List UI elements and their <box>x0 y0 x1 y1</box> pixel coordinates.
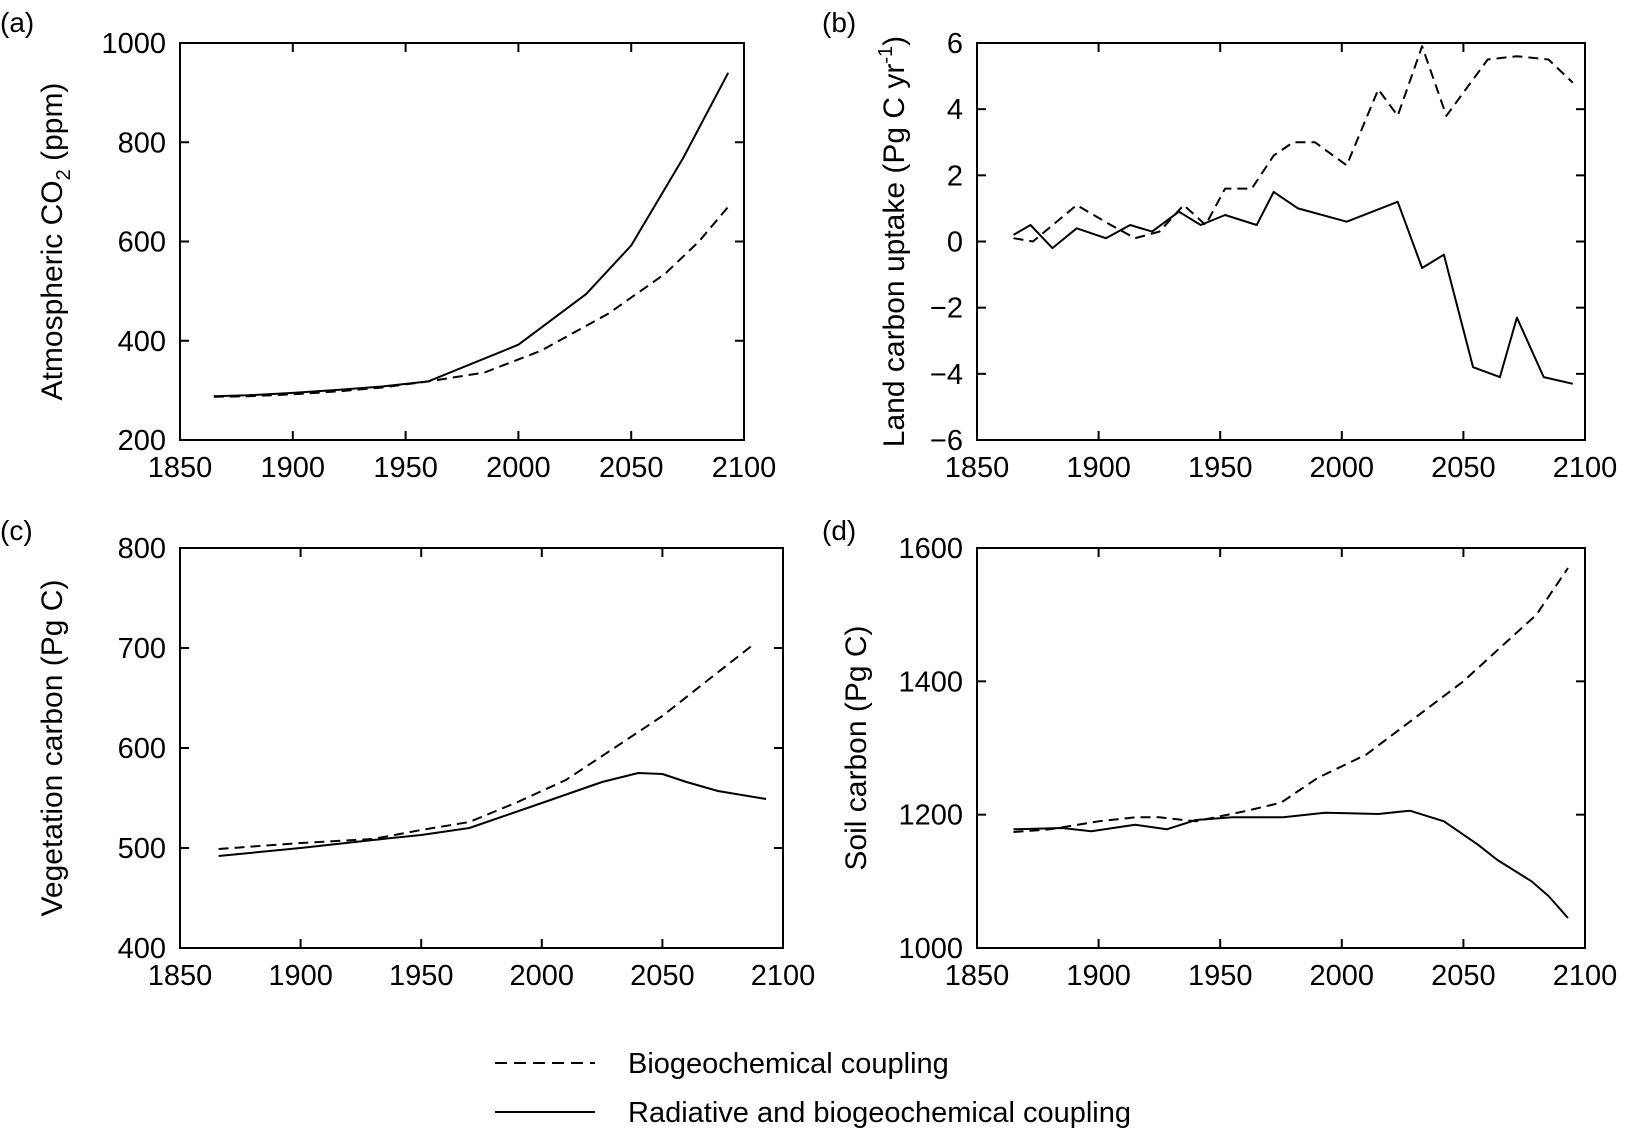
panel-c-x-tick-label: 2050 <box>630 960 695 992</box>
panel-a-plot-frame <box>179 42 745 441</box>
panel-c-series-solid <box>218 772 767 857</box>
panel-b-series-solid <box>1012 190 1574 385</box>
panel-b-series-dashed <box>1013 45 1574 243</box>
panel-d-y-tick-label: 1000 <box>898 933 963 965</box>
panel-b-y-tick-label: 4 <box>947 94 963 126</box>
panel-b-tag: (b) <box>822 7 856 38</box>
panel-d-tag: (d) <box>822 515 856 546</box>
panel-b-y-tick-label: 6 <box>947 28 963 60</box>
panel-c-x-tick-label: 2100 <box>751 960 816 992</box>
panel-d-series-solid <box>1013 809 1569 919</box>
legend: Biogeochemical coupling Radiative and bi… <box>495 1048 1131 1129</box>
panel-b-y-tick-label: −4 <box>930 359 963 391</box>
panel-d-y-tick-label: 1400 <box>898 666 963 698</box>
panel-a-x-tick-label: 1950 <box>373 452 438 484</box>
panel-b-y-tick-label: −2 <box>930 293 963 325</box>
panel-c: 1850 1900 1950 2000 2050 2100 400 500 600 700 800 (… <box>0 515 815 992</box>
panel-d-x-tick-label: 1900 <box>1066 960 1131 992</box>
panel-d-series-dashed <box>1013 567 1569 833</box>
panel-a-y-tick-label: 800 <box>118 127 166 159</box>
panel-a-x-tick-label: 2100 <box>712 452 777 484</box>
panel-b-x-tick-label: 2000 <box>1310 452 1375 484</box>
panel-a: 1850 1900 1950 2000 2050 2100 200 400 600 800 1000… <box>0 7 776 484</box>
panel-c-tag: (c) <box>0 515 33 546</box>
panel-a-y-axis-label: Atmospheric CO2 (ppm) <box>36 83 75 401</box>
panel-d-x-tick-label: 1850 <box>945 960 1010 992</box>
panel-a-series-solid <box>213 72 730 398</box>
panel-c-y-tick-label: 500 <box>118 833 166 865</box>
panel-c-x-tick-label: 2000 <box>510 960 575 992</box>
panel-a-tag: (a) <box>0 7 34 38</box>
panel-b-x-tick-label: 1850 <box>945 452 1010 484</box>
panel-b-y-tick-label: −6 <box>930 425 963 457</box>
panel-a-x-tick-label: 1900 <box>261 452 326 484</box>
panel-d: 1850 1900 1950 2000 2050 2100 1000 1200 1400 1600… <box>822 515 1617 992</box>
panel-b-x-tick-label: 1950 <box>1188 452 1253 484</box>
panel-c-x-tick-label: 1850 <box>148 960 213 992</box>
panel-d-y-axis-label: Soil carbon (Pg C) <box>840 625 873 870</box>
panel-a-x-tick-label: 1850 <box>148 452 213 484</box>
panel-b-y-tick-label: 0 <box>947 227 963 259</box>
panel-d-plot-frame <box>976 547 1586 949</box>
panel-a-x-tick-label: 2000 <box>486 452 551 484</box>
panel-b-y-axis-label: Land carbon uptake (Pg C yr-1) <box>875 36 911 447</box>
panel-c-plot-frame <box>179 547 784 949</box>
panel-a-x-tick-label: 2050 <box>599 452 664 484</box>
panel-c-y-tick-label: 700 <box>118 633 166 665</box>
panel-d-x-tick-label: 2050 <box>1431 960 1496 992</box>
panel-b: 1850 1900 1950 2000 2050 2100 −6 −4 −2 0 2 4 6 (b) Lan… <box>822 7 1617 484</box>
panel-b-x-tick-label: 2100 <box>1553 452 1618 484</box>
panel-b-x-tick-label: 2050 <box>1431 452 1496 484</box>
panel-d-x-tick-label: 1950 <box>1188 960 1253 992</box>
panel-d-x-tick-label: 2000 <box>1310 960 1375 992</box>
panel-c-x-tick-label: 1950 <box>389 960 454 992</box>
panel-a-y-tick-label: 600 <box>118 227 166 259</box>
legend-label-biogeochemical: Biogeochemical coupling <box>628 1048 949 1080</box>
panel-c-y-axis-label: Vegetation carbon (Pg C) <box>36 580 69 917</box>
panel-c-y-tick-label: 600 <box>118 733 166 765</box>
panel-a-series-dashed <box>213 206 729 398</box>
panel-c-y-tick-label: 800 <box>118 533 166 565</box>
panel-d-y-tick-label: 1200 <box>898 800 963 832</box>
panel-c-x-tick-label: 1900 <box>268 960 333 992</box>
legend-label-radiative: Radiative and biogeochemical coupling <box>628 1097 1131 1129</box>
panel-a-y-tick-label: 1000 <box>101 28 166 60</box>
panel-a-y-tick-label: 400 <box>118 326 166 358</box>
panel-b-plot-frame <box>976 42 1586 441</box>
panel-d-x-tick-label: 2100 <box>1553 960 1618 992</box>
panel-b-y-tick-label: 2 <box>947 160 963 192</box>
panel-c-series-dashed <box>218 643 755 850</box>
panel-d-y-tick-label: 1600 <box>898 533 963 565</box>
panel-b-x-tick-label: 1900 <box>1066 452 1131 484</box>
panel-c-y-tick-label: 400 <box>118 933 166 965</box>
panel-a-y-tick-label: 200 <box>118 425 166 457</box>
